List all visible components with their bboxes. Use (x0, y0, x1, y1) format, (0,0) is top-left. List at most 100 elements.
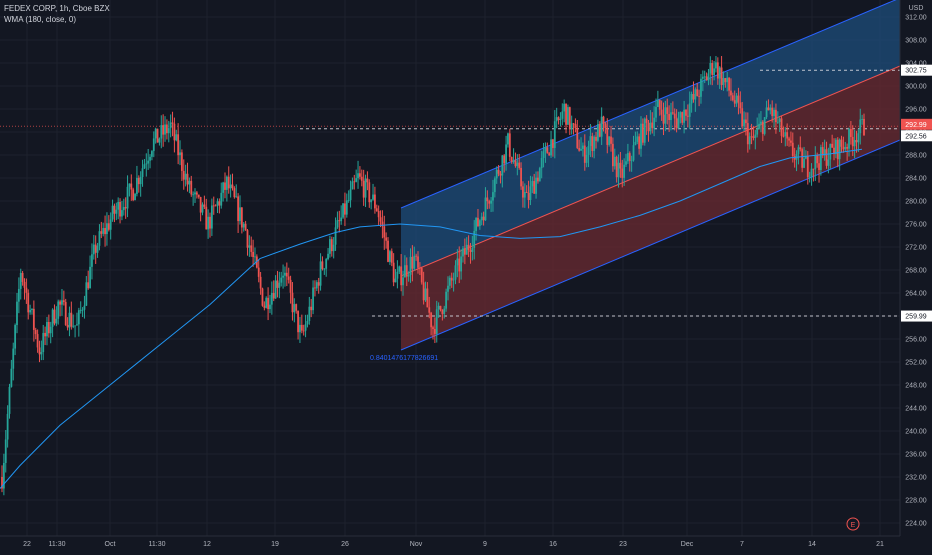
candle-body (849, 129, 852, 137)
candle-body (801, 149, 804, 168)
symbol-title: FEDEX CORP, 1h, Cboe BZX (4, 4, 110, 13)
candle-body (55, 318, 58, 324)
candle-body (503, 155, 506, 164)
candle-body (820, 147, 822, 171)
candle-body (96, 245, 99, 253)
candle-body (834, 139, 837, 155)
candle-body (300, 324, 303, 331)
candle-body (671, 112, 674, 114)
y-tick-label: 308.00 (905, 38, 927, 45)
candle-body (387, 240, 389, 262)
y-tick-label: 224.00 (905, 521, 927, 528)
candle-body (439, 305, 442, 310)
candle-body (505, 144, 507, 164)
candle-body (611, 143, 614, 167)
candle-body (347, 200, 350, 202)
candle-body (816, 155, 819, 164)
x-tick-label: 14 (808, 541, 816, 548)
y-tick-label: 232.00 (905, 475, 927, 482)
earnings-marker[interactable]: E (846, 517, 860, 531)
time-axis[interactable]: 22 11:30 Oct 11:30 12 19 26 Nov 9 16 23 Dec 7 14 21 (0, 535, 900, 548)
y-tick-label: 228.00 (905, 498, 927, 505)
candle-body (720, 67, 723, 85)
regression-channel[interactable]: 0.8401476177826691 (370, 0, 901, 362)
candle-body (460, 256, 463, 272)
y-tick-label: 236.00 (905, 452, 927, 459)
candle-body (44, 332, 46, 337)
candle-body (475, 217, 477, 231)
candle-body (297, 310, 299, 333)
wma-line (0, 148, 863, 489)
candle-body (336, 220, 339, 228)
candle-body (597, 124, 599, 141)
candle-body (626, 153, 629, 162)
candle-body (407, 274, 410, 277)
candle-body (709, 63, 712, 74)
candle-body (765, 107, 768, 118)
candle-body (703, 76, 706, 78)
candle-body (310, 306, 313, 311)
candle-body (126, 186, 129, 209)
candle-body (522, 186, 524, 198)
candle-body (17, 288, 20, 302)
price-axis[interactable]: USD 224.00 228.00 232.00 236.00 240.00 244.00… (899, 0, 927, 536)
candle-body (149, 156, 151, 161)
y-tick-label: 296.00 (905, 107, 927, 114)
x-tick-label: 9 (483, 541, 487, 548)
candle-body (859, 119, 862, 134)
candle-body (167, 128, 170, 134)
candle-body (591, 136, 594, 151)
candle-body (825, 149, 828, 166)
candle-body (497, 169, 500, 174)
y-tick-label: 300.00 (905, 84, 927, 91)
candle-body (175, 134, 178, 141)
candle-body (555, 117, 558, 122)
x-tick-label: 21 (876, 541, 884, 548)
indicator-title[interactable]: WMA (180, close, 0) (4, 15, 77, 24)
candle-body (72, 325, 75, 327)
candle-body (227, 176, 230, 189)
candle-body (711, 63, 714, 76)
y-tick-label: 312.00 (905, 15, 927, 22)
candle-body (327, 253, 329, 260)
candle-body (718, 67, 721, 79)
candle-body (846, 147, 849, 149)
candle-body (145, 163, 148, 165)
x-tick-label: 26 (341, 541, 349, 548)
candle-body (550, 139, 552, 156)
candle-body (634, 141, 637, 146)
candle-body (143, 164, 146, 169)
candle-body (731, 95, 734, 101)
candle-body (291, 292, 294, 313)
candle-body (643, 118, 646, 143)
earnings-icon[interactable] (846, 517, 860, 531)
candle-body (207, 216, 210, 230)
candle-body (428, 307, 431, 313)
candle-body (786, 132, 789, 139)
candle-body (806, 156, 809, 178)
candle-body (853, 140, 856, 147)
candle-body (686, 115, 689, 117)
candle-body (763, 117, 766, 134)
candle-body (66, 324, 69, 328)
y-tick-label: 244.00 (905, 406, 927, 413)
candle-body (87, 282, 90, 289)
candle-body (615, 156, 618, 178)
candle-body (368, 182, 371, 203)
candle-body (683, 109, 686, 123)
candle-body (821, 147, 824, 156)
candle-body (263, 305, 266, 308)
candle-body (385, 237, 388, 241)
y-tick-label: 268.00 (905, 268, 927, 275)
candle-body (784, 132, 787, 137)
candle-body (23, 281, 26, 288)
candle-body (730, 90, 732, 96)
candle-body (578, 147, 581, 151)
candle-body (606, 127, 609, 145)
candle-body (177, 134, 180, 156)
candle-body (413, 255, 416, 269)
candle-body (25, 287, 28, 293)
candle-body (398, 266, 401, 272)
